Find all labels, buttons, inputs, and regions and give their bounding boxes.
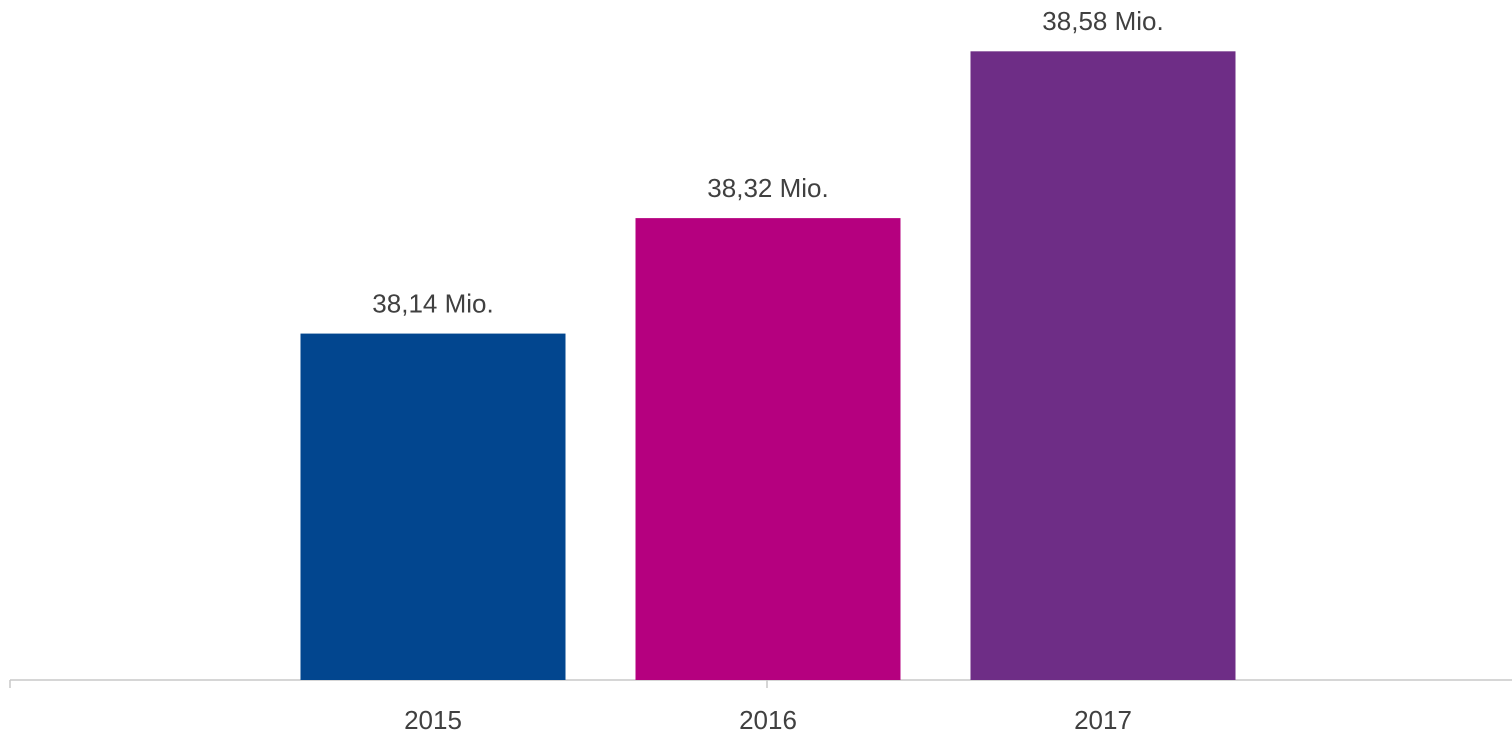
bar xyxy=(970,51,1236,681)
x-tick-label: 2017 xyxy=(1074,705,1132,735)
x-tick-label: 2015 xyxy=(404,705,462,735)
bar xyxy=(300,333,566,680)
data-label: 38,14 Mio. xyxy=(372,288,493,318)
data-label: 38,58 Mio. xyxy=(1042,6,1163,36)
x-tick-label: 2016 xyxy=(739,705,797,735)
bar xyxy=(635,218,901,680)
data-label: 38,32 Mio. xyxy=(707,173,828,203)
